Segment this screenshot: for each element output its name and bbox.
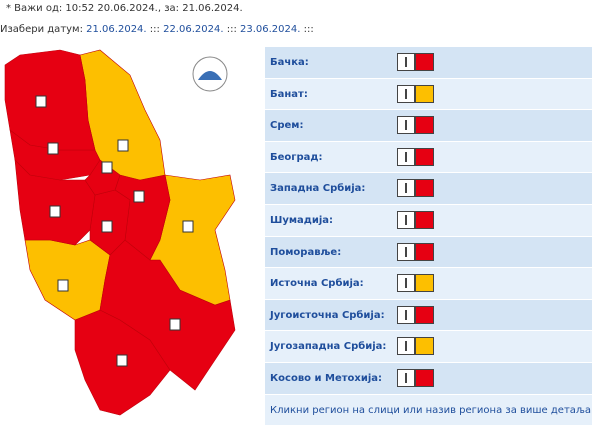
region-name[interactable]: Банат: (270, 88, 308, 100)
thermometer-icon (397, 147, 415, 166)
warning-level (415, 242, 434, 261)
map-icon (116, 354, 128, 367)
thermometer-icon (397, 116, 415, 135)
thermometer-icon (397, 179, 415, 198)
region-row: Банат: (265, 78, 592, 111)
map-icon (49, 205, 61, 218)
note-row: Кликни регион на слици или назив региона… (265, 394, 592, 426)
region-row: Југозападна Србија: (265, 331, 592, 363)
warning-level (415, 337, 434, 356)
date-link[interactable]: 22.06.2024. (163, 24, 224, 35)
thermometer-icon (397, 53, 415, 71)
region-name[interactable]: Поморавље: (270, 246, 342, 258)
region-row: Београд: (265, 141, 592, 174)
region-name[interactable]: Београд: (270, 151, 323, 163)
region-row: Источна Србија: (265, 268, 592, 300)
region-row: Косово и Метохија: (265, 362, 592, 395)
region-name[interactable]: Западна Србија: (270, 183, 366, 195)
separator: ::: (303, 24, 314, 35)
map-icon (47, 142, 59, 155)
map-icon (101, 161, 113, 174)
map-icon (169, 318, 181, 331)
region-row: Западна Србија: (265, 173, 592, 205)
warning-level (415, 210, 434, 229)
thermometer-icon (397, 337, 415, 356)
warning-level (415, 179, 434, 198)
map-icon (35, 95, 47, 108)
footer-note: Кликни регион на слици или назив региона… (270, 404, 592, 416)
date-link[interactable]: 23.06.2024. (240, 24, 301, 35)
region-row: Бачка: (265, 47, 592, 79)
region-name[interactable]: Косово и Метохија: (270, 372, 383, 384)
thermometer-icon (397, 274, 415, 293)
logo-mark (198, 71, 222, 80)
thermometer-icon (397, 242, 415, 261)
map-region[interactable] (4, 49, 96, 151)
region-name[interactable]: Југоисточна Србија: (270, 309, 385, 321)
warning-level (415, 368, 434, 387)
separator: ::: (149, 24, 160, 35)
region-row: Југоисточна Србија: (265, 299, 592, 332)
thermometer-icon (397, 305, 415, 324)
warning-level (415, 147, 434, 166)
warning-level (415, 84, 434, 103)
map-icon (182, 220, 194, 233)
region-row: Поморавље: (265, 236, 592, 269)
map-icon (57, 279, 69, 292)
thermometer-icon (397, 368, 415, 387)
map-icon (101, 220, 113, 233)
region-row: Шумадија: (265, 204, 592, 237)
region-map (4, 49, 236, 416)
region-row: Срем: (265, 110, 592, 142)
map-icon (133, 190, 145, 203)
warning-level (415, 274, 434, 293)
valid-line: * Важи од: 10:52 20.06.2024., за: 21.06.… (6, 3, 243, 14)
date-label: Изабери датум: (0, 24, 83, 35)
separator: ::: (226, 24, 237, 35)
thermometer-icon (397, 84, 415, 103)
warning-level (415, 53, 434, 71)
map-icon (117, 139, 129, 152)
warning-level (415, 116, 434, 135)
region-name[interactable]: Срем: (270, 120, 304, 132)
thermometer-icon (397, 210, 415, 229)
region-table: Бачка: Банат: Срем: Београд: Западна Србија:… (265, 47, 592, 426)
region-name[interactable]: Југозападна Србија: (270, 341, 387, 353)
date-link[interactable]: 21.06.2024. (86, 24, 147, 35)
warning-level (415, 305, 434, 324)
region-name[interactable]: Шумадија: (270, 214, 334, 226)
date-picker: Изабери датум: 21.06.2024. ::: 22.06.202… (0, 24, 314, 35)
region-name[interactable]: Бачка: (270, 57, 309, 68)
region-name[interactable]: Источна Србија: (270, 278, 364, 290)
